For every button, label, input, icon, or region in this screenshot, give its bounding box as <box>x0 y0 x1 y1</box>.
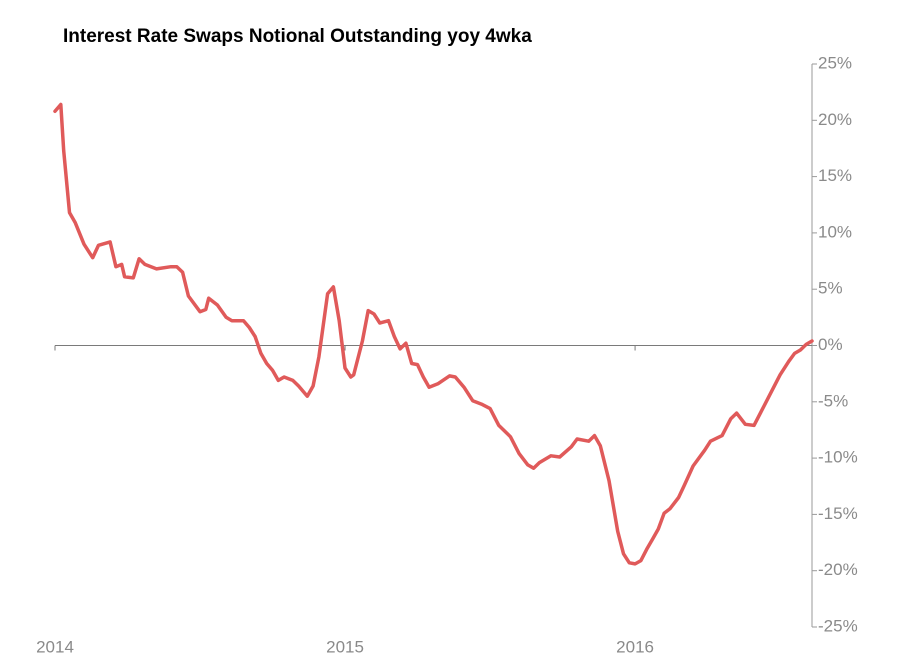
y-tick-label: 10% <box>818 222 852 241</box>
y-tick-label: -25% <box>818 616 858 635</box>
x-tick-label: 2014 <box>36 637 74 656</box>
y-tick-label: -20% <box>818 560 858 579</box>
x-tick-label: 2015 <box>326 637 364 656</box>
y-tick-label: 20% <box>818 110 852 129</box>
y-tick-label: 25% <box>818 53 852 72</box>
x-tick-label: 2016 <box>616 637 654 656</box>
y-tick-label: -5% <box>818 391 848 410</box>
y-tick-label: 5% <box>818 279 843 298</box>
data-line <box>53 102 814 566</box>
chart-title: Interest Rate Swaps Notional Outstanding… <box>63 26 532 47</box>
y-tick-label: 0% <box>818 335 843 354</box>
y-tick-label: -15% <box>818 504 858 523</box>
y-tick-label: -10% <box>818 448 858 467</box>
y-tick-label: 15% <box>818 166 852 185</box>
